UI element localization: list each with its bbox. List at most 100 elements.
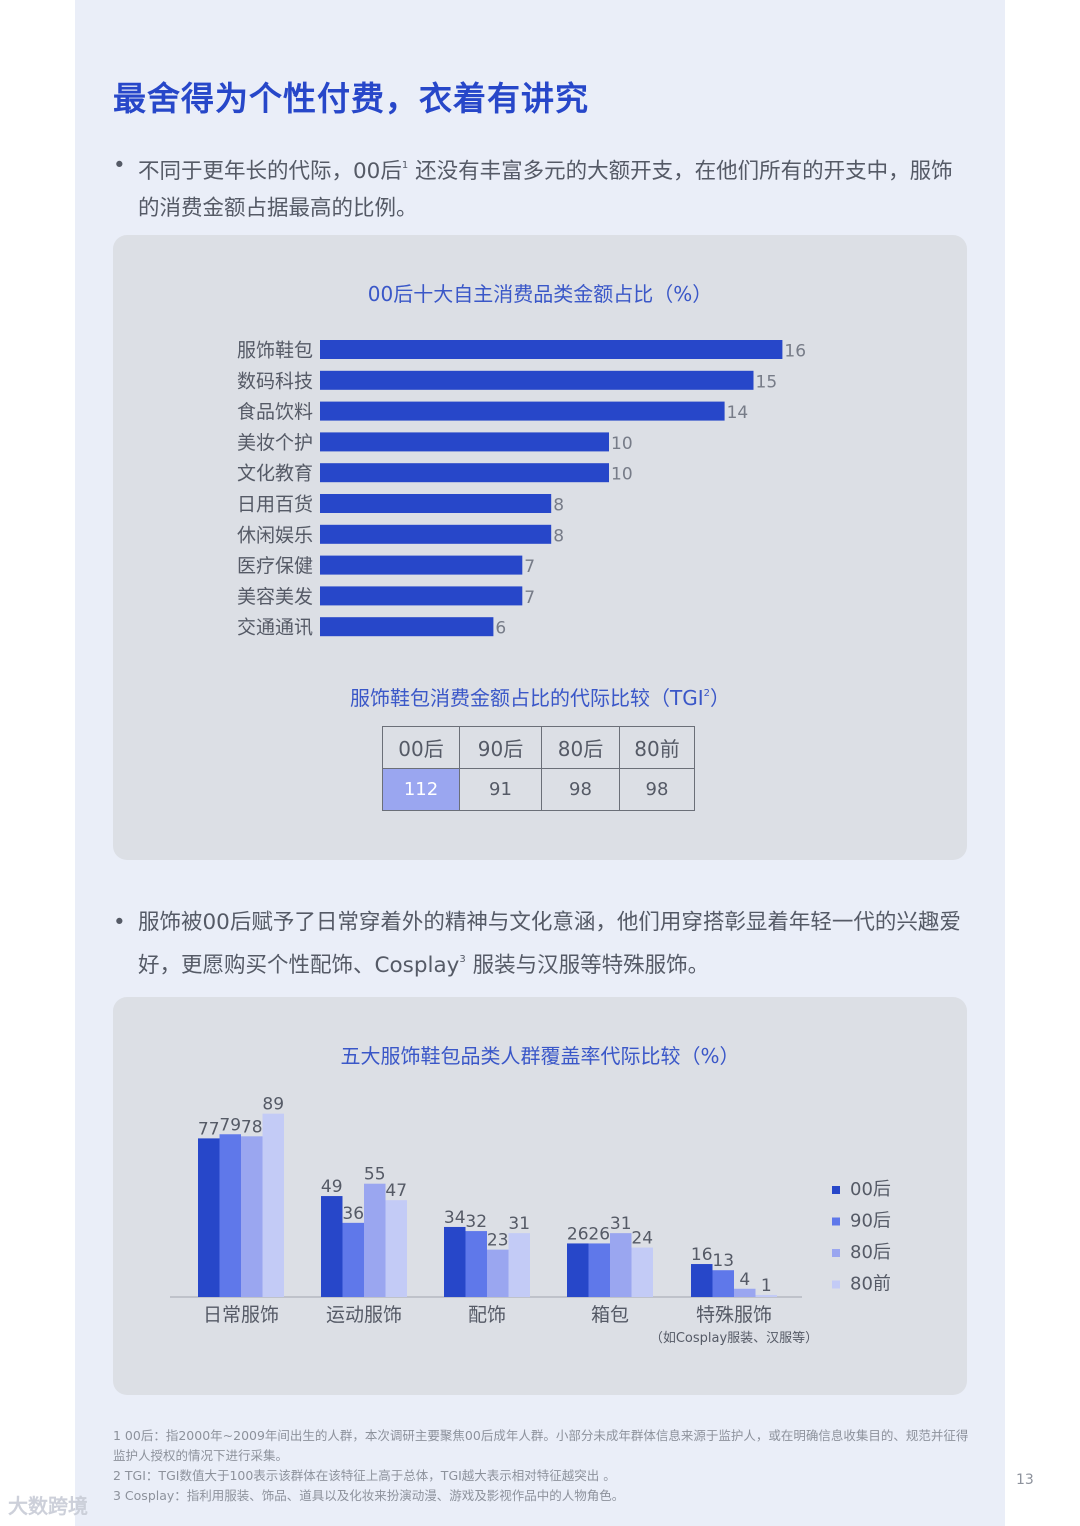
grouped-bar — [755, 1294, 777, 1297]
grouped-bar-value-label: 1 — [761, 1276, 772, 1296]
hbar-value-label: 8 — [553, 526, 564, 546]
hbar-bar — [320, 401, 725, 421]
hbar-bar — [320, 555, 523, 575]
grouped-bar-value-label: 89 — [262, 1095, 284, 1115]
hbar-bar — [320, 432, 609, 452]
grouped-bar-value-label: 31 — [610, 1214, 632, 1234]
grouped-bar-value-label: 32 — [465, 1212, 487, 1232]
footnotes: 1 00后：指2000年~2009年间出生的人群，本次调研主要聚焦00后成年人群… — [113, 1426, 973, 1506]
grouped-bar — [567, 1243, 589, 1297]
grouped-bar-value-label: 13 — [712, 1251, 734, 1271]
tgi-value-cell: 98 — [541, 768, 620, 811]
footnote-3: 3 Cosplay：指利用服装、饰品、道具以及化妆来扮演动漫、游戏及影视作品中的… — [113, 1488, 625, 1503]
tgi-header-cell: 90后 — [459, 726, 542, 769]
tgi-header-cell: 80后 — [541, 726, 620, 769]
grouped-bar — [712, 1270, 734, 1297]
hbar-bar — [320, 340, 783, 359]
grouped-category-label: 日常服饰 — [203, 1304, 279, 1326]
bullet-1-text-b: 还没有丰富多元的大额开支，在他们所有的开支中，服饰的消费金额占据最高的比例。 — [138, 159, 953, 221]
hbar-chart-title: 00后十大自主消费品类金额占比（%） — [367, 282, 713, 306]
bullet-2-text-a: 服饰被00后赋予了日常穿着外的精神与文化意涵，他们用穿搭彰显着年轻一代的兴趣爱好… — [138, 910, 961, 978]
grouped-bar-value-label: 77 — [198, 1119, 220, 1139]
grouped-bar — [364, 1183, 386, 1297]
hbar-bar — [320, 586, 523, 606]
bullet-2-text-b: 服装与汉服等特殊服饰。 — [465, 953, 710, 978]
grouped-bar-value-label: 47 — [385, 1181, 407, 1201]
hbar-value-label: 14 — [727, 403, 749, 423]
hbar-category-label: 服饰鞋包 — [237, 340, 313, 362]
tgi-table: 00后 90后 80后 80前 112 91 98 98 — [382, 726, 695, 811]
hbar-category-label: 美容美发 — [237, 586, 313, 608]
grouped-bar — [691, 1264, 713, 1297]
grouped-bar — [610, 1233, 632, 1297]
hbar-category-label: 医疗保健 — [237, 555, 313, 577]
tgi-value-cell-highlight: 112 — [382, 768, 460, 811]
bullet-dot-icon: • — [113, 910, 126, 935]
grouped-bar-value-label: 36 — [342, 1204, 364, 1224]
watermark-logo: 大数跨境 — [8, 1494, 88, 1518]
legend-label: 80前 — [850, 1274, 891, 1295]
hbar-bar — [320, 463, 609, 483]
hbar-value-label: 7 — [524, 557, 535, 577]
grouped-bar — [588, 1243, 610, 1297]
grouped-bar-value-label: 24 — [631, 1229, 653, 1249]
bullet-paragraph-2: • 服饰被00后赋予了日常穿着外的精神与文化意涵，他们用穿搭彰显着年轻一代的兴趣… — [113, 904, 973, 984]
tgi-header-cell: 00后 — [382, 726, 460, 769]
grouped-bar — [385, 1200, 407, 1297]
grouped-bar-value-label: 16 — [691, 1245, 713, 1265]
hbar-bar — [320, 494, 552, 513]
hbar-category-label: 休闲娱乐 — [237, 524, 313, 546]
grouped-bar — [631, 1247, 653, 1297]
tgi-value-cell: 91 — [459, 768, 542, 811]
grouped-bar-value-label: 49 — [321, 1177, 343, 1197]
hbar-category-label: 食品饮料 — [237, 401, 313, 423]
footnote-ref-3: 3 — [459, 954, 466, 965]
bullet-paragraph-1: • 不同于更年长的代际，00后1 还没有丰富多元的大额开支，在他们所有的开支中，… — [113, 147, 973, 227]
bullet-dot-icon: • — [113, 153, 126, 178]
grouped-bar-value-label: 78 — [241, 1117, 263, 1137]
page-title: 最舍得为个性付费，衣着有讲究 — [113, 79, 589, 118]
hbar-category-label: 交通通讯 — [237, 617, 313, 639]
grouped-bar-value-label: 4 — [739, 1270, 750, 1290]
legend-label: 90后 — [850, 1211, 891, 1232]
grouped-category-label: 配饰 — [468, 1304, 506, 1326]
legend-label: 00后 — [850, 1179, 891, 1200]
grouped-category-label: 运动服饰 — [326, 1304, 402, 1326]
footnote-1: 1 00后：指2000年~2009年间出生的人群，本次调研主要聚焦00后成年人群… — [113, 1428, 969, 1463]
hbar-value-label: 16 — [784, 342, 806, 362]
legend-swatch — [832, 1186, 840, 1194]
hbar-bar — [320, 370, 754, 390]
grouped-bar — [321, 1196, 343, 1297]
footnote-2: 2 TGI：TGI数值大于100表示该群体在该特征上高于总体，TGI越大表示相对… — [113, 1468, 616, 1483]
hbar-value-label: 7 — [524, 588, 535, 608]
footnote-ref-1: 1 — [401, 160, 409, 171]
legend-swatch — [832, 1217, 840, 1226]
hbar-category-label: 文化教育 — [237, 463, 313, 485]
grouped-bar-value-label: 26 — [588, 1224, 610, 1244]
hbar-bar — [320, 524, 552, 544]
hbar-value-label: 10 — [611, 465, 633, 485]
grouped-bar — [508, 1233, 530, 1297]
hbar-chart: 服饰鞋包 16 数码科技 15 食品饮料 14 美妆个护 10 文化教育 10 日用百货 8 休闲娱乐 8… — [237, 340, 806, 639]
hbar-category-label: 美妆个护 — [237, 432, 313, 454]
hbar-bar — [320, 617, 494, 637]
page-number: 13 — [1016, 1472, 1034, 1488]
grouped-bar — [198, 1138, 220, 1297]
grouped-bar — [487, 1249, 509, 1297]
grouped-bar — [465, 1231, 487, 1297]
hbar-value-label: 8 — [553, 496, 564, 516]
grouped-bar-value-label: 55 — [364, 1165, 386, 1185]
tgi-table-title: 服饰鞋包消费金额占比的代际比较（TGI2） — [350, 686, 730, 710]
chart-panel-2: 五大服饰鞋包品类人群覆盖率代际比较（%） 77 79 78 89 日常服饰 49 36 55 4… — [113, 997, 967, 1395]
grouped-bar-value-label: 31 — [508, 1214, 530, 1234]
grouped-category-label: 特殊服饰 — [696, 1304, 772, 1326]
grouped-bar — [444, 1226, 466, 1297]
tgi-value-cell: 98 — [619, 768, 695, 811]
hbar-category-label: 日用百货 — [237, 494, 313, 516]
grouped-bar — [262, 1113, 284, 1297]
hbar-category-label: 数码科技 — [237, 370, 313, 392]
legend-swatch — [832, 1249, 840, 1257]
legend-swatch — [832, 1280, 840, 1289]
grouped-chart-title: 五大服饰鞋包品类人群覆盖率代际比较（%） — [340, 1044, 740, 1068]
